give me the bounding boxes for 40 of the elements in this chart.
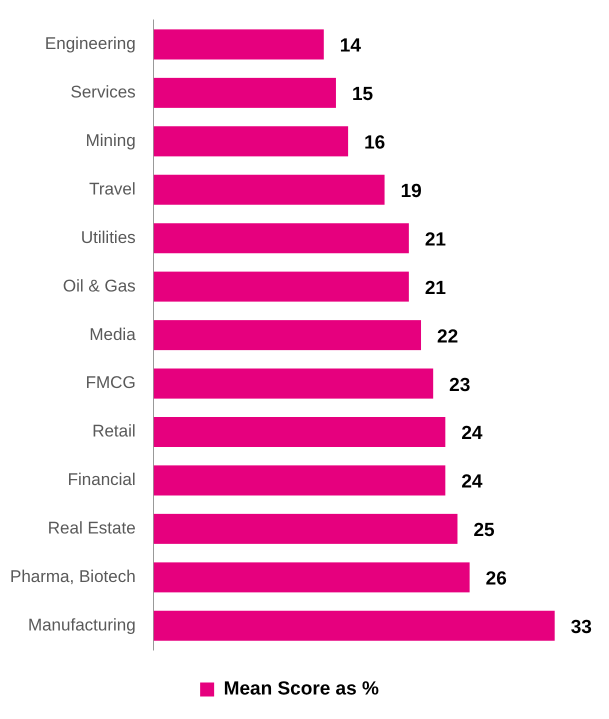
bar [154,562,470,592]
y-tick-label: Travel [89,179,136,198]
bar [154,174,385,205]
data-label: 33 [570,617,592,638]
bar [154,272,409,302]
y-tick-label: Retail [92,422,136,441]
bar [154,78,336,108]
y-tick-label: FMCG [86,373,136,392]
y-tick-label: Oil & Gas [62,276,136,296]
data-label: 14 [340,36,362,57]
bar [154,368,434,399]
bar [154,610,555,641]
data-label: 23 [449,374,470,396]
data-label: 16 [364,132,386,154]
bar [154,514,458,544]
y-tick-label: Engineering [44,34,136,54]
y-tick-label: Utilities [80,228,136,247]
y-tick-label: Mining [86,131,136,150]
y-tick-label: Real Estate [48,518,136,538]
data-label: 15 [352,84,374,106]
y-tick-label: Manufacturing [28,615,136,634]
y-tick-label: Services [70,82,136,102]
bar [154,416,446,448]
bar [154,223,409,254]
legend-label: Mean Score as % [224,678,379,700]
y-tick-label: Pharma, Biotech [10,567,136,586]
bar [154,465,446,496]
data-label: 26 [486,568,507,590]
data-label: 24 [461,472,483,493]
bar [154,29,324,60]
data-label: 24 [461,423,483,444]
data-label: 25 [473,520,496,542]
bar [154,320,422,350]
data-label: 21 [424,229,446,250]
bar [154,126,348,156]
data-label: 19 [400,180,422,202]
y-tick-label: Media [89,324,136,344]
data-label: 22 [437,326,458,348]
y-tick-label: Financial [68,470,136,490]
data-label: 21 [424,278,446,299]
